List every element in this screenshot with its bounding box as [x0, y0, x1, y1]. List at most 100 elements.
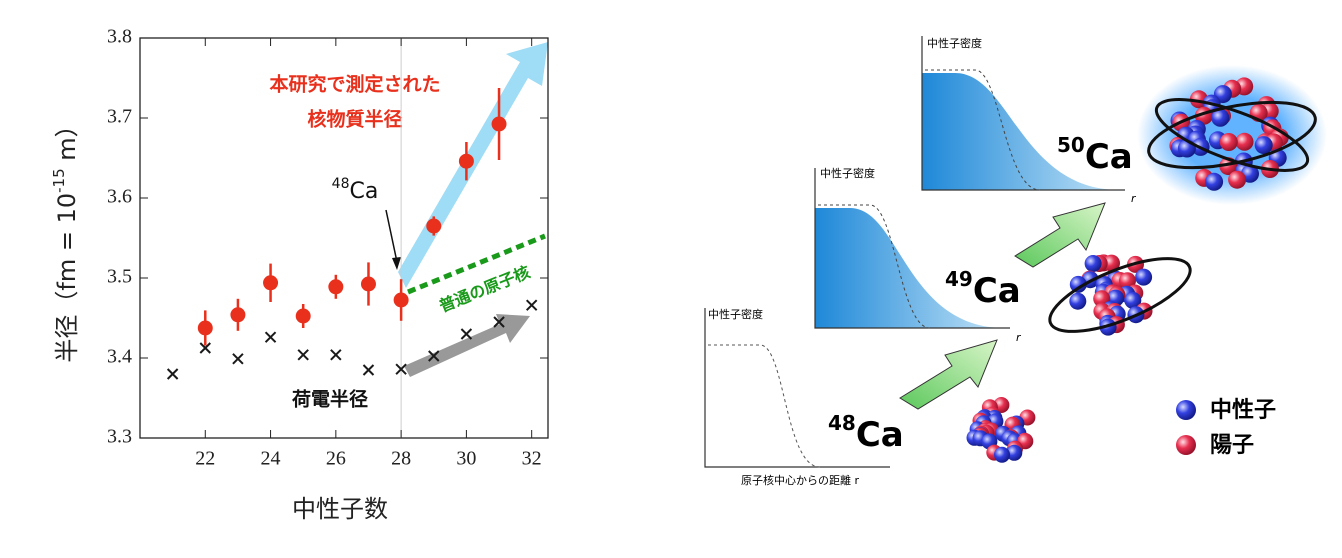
- point: [295, 308, 311, 324]
- nucleon: [1254, 136, 1273, 155]
- nucleon: [1124, 291, 1142, 309]
- point: [197, 320, 213, 336]
- point: [166, 368, 179, 380]
- annotation: 本研究で測定された: [269, 73, 440, 96]
- element: Ca: [856, 415, 904, 455]
- x-tick-label: 22: [195, 448, 215, 470]
- nucleon: [1006, 444, 1023, 461]
- x-tick-label: 32: [522, 448, 542, 470]
- y-tick-label: 3.6: [107, 186, 132, 208]
- mass-number: 49: [945, 267, 973, 291]
- density-curve: [708, 344, 821, 468]
- point: [525, 299, 538, 311]
- nucleon: [1084, 255, 1102, 272]
- y-label-unit: m）: [53, 113, 81, 168]
- x-axis-label: 中性子数: [292, 495, 388, 523]
- y-tick-label: 3.7: [107, 106, 132, 128]
- point: [330, 349, 342, 361]
- nucleon: [1228, 170, 1247, 189]
- point: [458, 153, 474, 169]
- mass-number: 48: [828, 411, 856, 435]
- y-tick-label: 3.5: [107, 266, 132, 288]
- density-fill: [922, 73, 1120, 190]
- point: [362, 364, 375, 376]
- step-arrow: [899, 339, 998, 410]
- y-label-text: 半径（fm = 10: [53, 193, 81, 363]
- nucleon: [1135, 268, 1153, 286]
- element: Ca: [1085, 137, 1133, 177]
- point: [360, 276, 376, 292]
- point: [460, 328, 473, 340]
- legend-swatch: [1176, 400, 1196, 420]
- element: Ca: [349, 179, 378, 204]
- panel-x-label: r: [1016, 331, 1022, 344]
- point: [493, 316, 505, 328]
- panel-x-label: r: [1131, 192, 1137, 205]
- x-tick-label: 30: [456, 448, 476, 470]
- y-axis-label: 半径（fm = 10-15 m）: [50, 113, 82, 362]
- annotation: 48Ca: [332, 176, 379, 204]
- panel-axis: [814, 168, 1010, 329]
- pointer: [385, 209, 398, 263]
- panel-x-label: 原子核中心からの距離 r: [741, 473, 859, 487]
- annotation: 核物質半径: [307, 108, 402, 131]
- orbit: [1154, 98, 1310, 172]
- step-arrow: [1014, 202, 1106, 268]
- point: [328, 279, 344, 295]
- element: Ca: [973, 271, 1021, 311]
- nucleon: [1205, 172, 1224, 191]
- y-tick-label: 3.3: [107, 426, 132, 448]
- nucleon: [1235, 132, 1254, 151]
- mass-number: 50: [1057, 133, 1085, 157]
- nucleon: [1103, 254, 1120, 272]
- point: [199, 342, 211, 354]
- panel-y-label: 中性子密度: [820, 166, 875, 180]
- legend-label: 中性子: [1210, 398, 1276, 423]
- orbit: [1048, 257, 1192, 333]
- chart: 本研究で測定された 核物質半径 荷電半径 普通の原子核 48Ca 中性子数 半径…: [50, 26, 549, 523]
- point: [426, 218, 442, 234]
- point: [297, 349, 309, 361]
- nucleon: [1211, 108, 1230, 127]
- annotation: 普通の原子核: [437, 262, 533, 316]
- y-label-exponent: -15: [50, 168, 68, 193]
- panel-y-label: 中性子密度: [927, 36, 982, 50]
- point: [263, 275, 279, 291]
- nucleon: [1219, 133, 1238, 151]
- trend-line: [407, 233, 546, 295]
- point: [393, 292, 409, 308]
- plot-frame: [139, 37, 549, 439]
- legend-label: 陽子: [1210, 433, 1254, 458]
- legend-swatch: [1176, 435, 1196, 455]
- nucleon: [994, 446, 1010, 463]
- density-curve: [925, 69, 1041, 191]
- x-tick-label: 24: [261, 448, 281, 470]
- x-tick-label: 26: [326, 448, 346, 470]
- nucleon: [1069, 275, 1087, 293]
- panel-axis: [704, 308, 890, 468]
- nucleus-label: 49Ca: [945, 267, 1021, 311]
- diagram: 中性子密度 原子核中心からの距離 r 中性子密度 r 中性子密度 r 48Ca …: [704, 36, 1327, 487]
- pointer-head: [392, 257, 401, 270]
- nucleon: [1119, 272, 1136, 290]
- panel-axis: [921, 36, 1125, 191]
- point: [264, 331, 277, 343]
- mass-number: 48: [332, 176, 350, 192]
- point: [395, 363, 407, 375]
- point: [491, 116, 507, 132]
- point: [232, 353, 244, 365]
- density-fill: [815, 208, 1005, 328]
- panel-y-label: 中性子密度: [708, 307, 763, 321]
- nucleus-label: 50Ca: [1057, 133, 1133, 177]
- x-tick-label: 28: [391, 448, 411, 470]
- nucleus-label: 48Ca: [828, 411, 904, 455]
- point: [230, 307, 246, 323]
- point: [428, 350, 440, 362]
- density-curve: [818, 204, 931, 329]
- nucleon: [1069, 292, 1087, 310]
- trend-arrow: [404, 314, 530, 377]
- annotation: 荷電半径: [292, 388, 368, 411]
- y-tick-label: 3.4: [107, 346, 132, 368]
- y-tick-label: 3.8: [107, 26, 132, 48]
